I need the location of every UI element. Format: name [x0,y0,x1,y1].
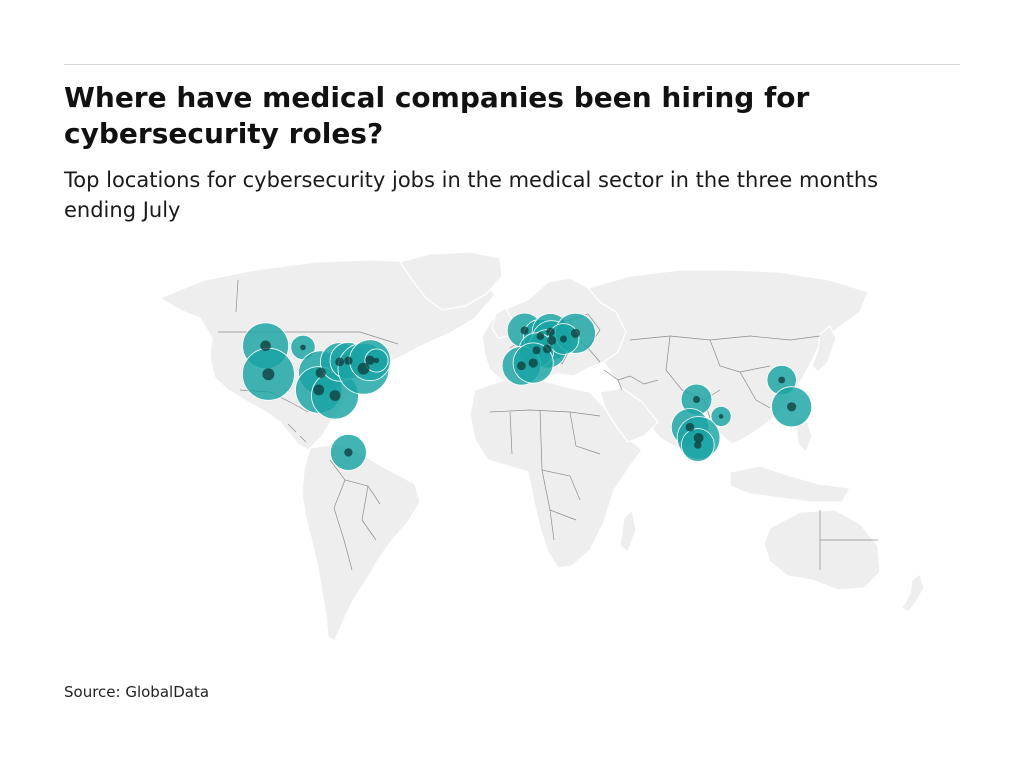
location-center-us-great-lakes [344,356,353,365]
location-center-us-north-central [300,344,306,351]
japan-landmass [811,325,837,373]
location-center-germany-central [547,335,557,345]
location-center-switzerland [542,344,552,354]
location-center-india-south [693,433,704,443]
location-center-czechia [560,335,567,343]
location-center-spain-portugal [517,361,526,371]
alaska-border [235,279,239,313]
location-center-central-america [344,448,353,457]
central-america-borders [287,423,307,443]
madagascar-landmass [619,508,637,553]
location-center-poland [570,328,580,338]
indonesia-landmass [729,465,851,503]
location-center-us-midwest [335,357,345,367]
location-center-us-new-england [373,357,380,364]
location-center-us-northeast [365,355,375,365]
location-center-us-south [329,390,341,401]
location-center-france [532,346,541,355]
top-divider [64,64,960,65]
australia-landmass [763,509,881,591]
australia-borders [819,510,878,570]
land-layer [158,251,925,641]
middle-east-borders [603,369,659,391]
new-zealand-landmass [901,572,925,613]
south-america-borders [329,459,381,571]
location-center-benelux [536,332,545,340]
source-note: Source: GlobalData [64,683,210,701]
location-center-india-deep-south [694,441,702,449]
greenland-landmass [399,251,503,311]
africa-landmass [469,379,643,569]
location-center-us-south-central [313,384,325,396]
location-center-us-northwest [260,340,271,352]
location-center-iberia-east [528,358,538,368]
world-map [130,240,930,650]
world-map-svg [158,251,925,641]
location-center-us-central [315,367,326,378]
overlap-layer [260,326,797,457]
location-center-china-north [778,376,786,384]
location-center-uk-ireland [520,326,529,335]
asia-landmass [586,269,869,449]
location-center-india-east [718,414,724,419]
location-center-us-mid-atlantic [357,362,370,375]
arabian-peninsula-landmass [599,387,659,443]
location-center-china-east [787,402,797,412]
south-america-landmass [301,443,421,641]
chart-subtitle: Top locations for cybersecurity jobs in … [64,168,879,222]
location-center-germany-north [546,327,555,337]
africa-borders [489,409,601,541]
location-center-india-west [685,422,695,432]
location-center-us-west-coast [262,368,275,381]
chart-title: Where have medical companies been hiring… [64,81,810,150]
location-center-india-north [693,396,700,403]
